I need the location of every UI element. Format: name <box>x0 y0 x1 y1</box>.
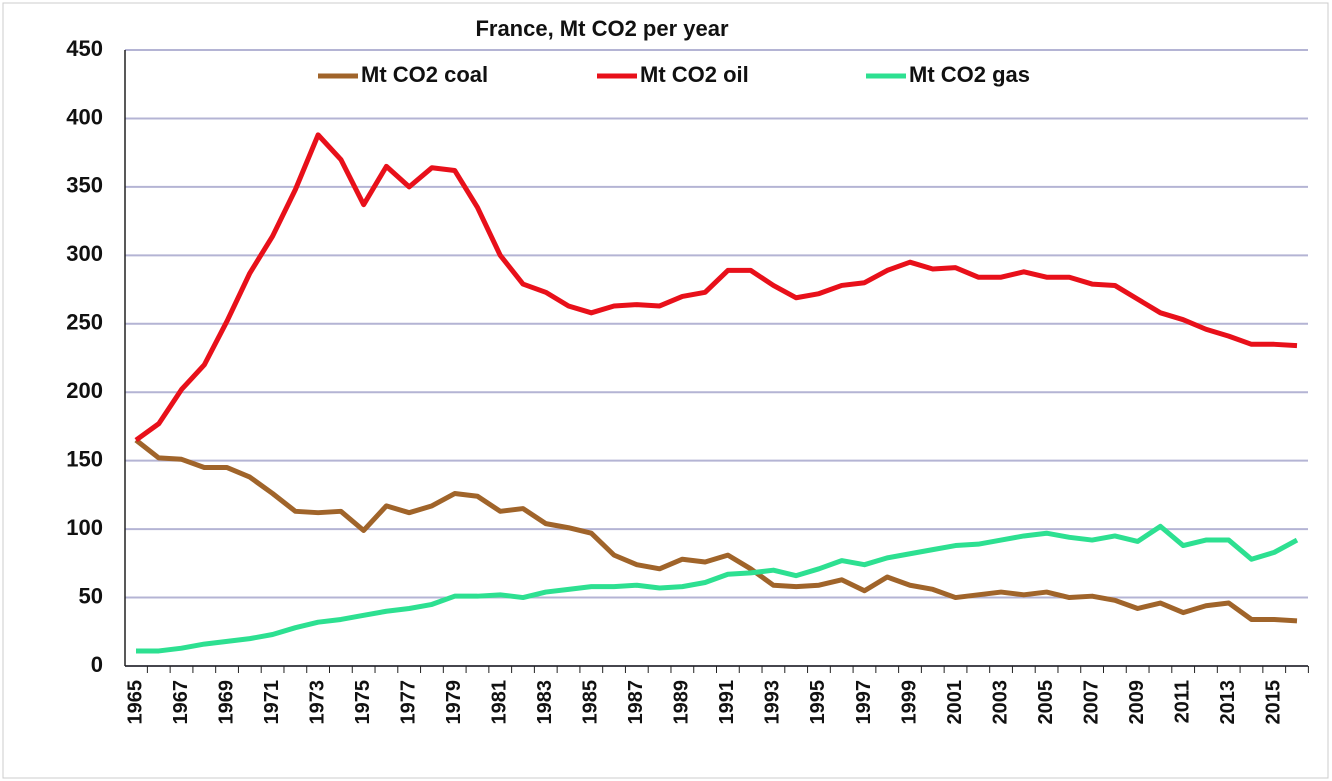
series-line <box>134 438 1298 624</box>
x-tick-label: 1965 <box>124 680 146 725</box>
y-tick-label: 250 <box>66 310 103 335</box>
y-tick-label: 450 <box>66 36 103 61</box>
x-tick-label: 1971 <box>261 680 283 725</box>
y-tick-label: 0 <box>91 652 103 677</box>
chart-title: France, Mt CO2 per year <box>475 16 729 41</box>
x-tick-label: 2005 <box>1035 680 1057 725</box>
x-tick-label: 2007 <box>1080 680 1102 725</box>
y-tick-label: 300 <box>66 241 103 266</box>
x-tick-label: 1991 <box>716 680 738 725</box>
x-tick-label: 1995 <box>807 680 829 725</box>
x-tick-label: 1967 <box>170 680 192 725</box>
y-tick-label: 350 <box>66 173 103 198</box>
x-tick-label: 2011 <box>1171 680 1193 723</box>
x-tick-label: 2001 <box>944 680 966 725</box>
x-tick-label: 2013 <box>1217 680 1239 725</box>
x-tick-label: 1975 <box>352 680 374 725</box>
series-line <box>134 132 1298 443</box>
x-tick-label: 1999 <box>898 680 920 725</box>
x-tick-label: 1985 <box>580 680 602 725</box>
legend-label: Mt CO2 gas <box>909 62 1030 87</box>
y-tick-label: 50 <box>79 583 103 608</box>
x-tick-label: 1997 <box>853 680 875 725</box>
x-tick-label: 1973 <box>306 680 328 725</box>
x-tick-label: 2003 <box>989 680 1011 725</box>
x-tick-label: 1987 <box>625 680 647 725</box>
y-tick-label: 100 <box>66 515 103 540</box>
x-tick-label: 1993 <box>762 680 784 725</box>
x-tick-label: 1969 <box>215 680 237 725</box>
y-tick-label: 200 <box>66 378 103 403</box>
x-tick-label: 1983 <box>534 680 556 725</box>
y-tick-label: 150 <box>66 446 103 471</box>
x-tick-label: 1979 <box>443 680 465 725</box>
y-tick-label: 400 <box>66 104 103 129</box>
legend-label: Mt CO2 oil <box>640 62 749 87</box>
x-tick-label: 1977 <box>397 680 419 725</box>
series-line <box>136 523 1299 654</box>
x-tick-label: 2009 <box>1126 680 1148 725</box>
x-tick-label: 1989 <box>671 680 693 725</box>
x-tick-label: 1981 <box>489 680 511 725</box>
legend-label: Mt CO2 coal <box>361 62 488 87</box>
x-tick-label: 2015 <box>1263 680 1285 725</box>
